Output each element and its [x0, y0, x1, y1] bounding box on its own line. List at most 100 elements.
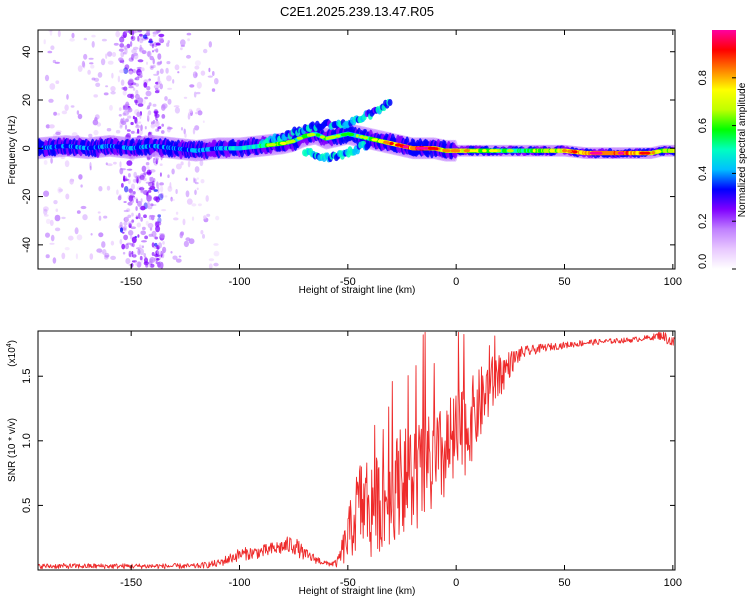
spectrogram-speckle [65, 193, 70, 200]
spectrogram-speckle [91, 77, 96, 81]
snr-x-tick-label: -50 [340, 577, 356, 589]
spectrogram-speckle [131, 54, 135, 58]
spectrogram-peak [562, 149, 568, 153]
spectrogram-speckle [137, 35, 140, 42]
spectrogram-speckle [123, 201, 127, 203]
spectrogram-speckle [175, 189, 178, 194]
spectrogram-peak [315, 133, 321, 137]
spectrogram-y-ticks: -40 -20 0 20 40 [21, 46, 675, 253]
spectrogram-speckle [110, 255, 116, 260]
spectrogram-speckle [161, 130, 165, 134]
spectrogram-speckle [69, 38, 75, 42]
spectrogram-speckle [124, 47, 128, 55]
spectrogram-peak [386, 141, 390, 145]
spectrogram-speckle [156, 258, 160, 261]
spectrogram-speckle [105, 85, 109, 88]
spectrogram-speckle [167, 87, 173, 90]
spectrogram-speckle [194, 189, 197, 196]
spectrogram-speckle [151, 242, 155, 248]
snr-x-tick-label: 50 [558, 577, 570, 589]
spectrogram-speckle [202, 234, 205, 239]
spectrogram-speckle [159, 182, 164, 186]
spectrogram-peak [279, 141, 287, 145]
spectrogram-speckle [135, 83, 140, 87]
spectrogram-y-tick-label: -20 [21, 189, 33, 205]
snr-y-tick-label: 1.5 [21, 369, 33, 384]
spectrogram-speckle [127, 214, 132, 218]
spectrogram-speckle [128, 85, 134, 89]
spectrogram-speckle [110, 91, 116, 95]
spectrogram-speckle [125, 30, 129, 33]
spectrogram-speckle [195, 91, 201, 95]
spectrogram-speckle [82, 214, 88, 221]
spectrogram-peak [589, 151, 596, 155]
spectrogram-speckle [153, 73, 159, 76]
spectrogram-speckle [110, 86, 116, 92]
spectrogram-x-tick-label: -100 [228, 276, 250, 288]
spectrogram-speckle [167, 174, 170, 178]
spectrogram-speckle [50, 234, 55, 242]
snr-x-tick-label: -100 [228, 577, 250, 589]
spectrogram-speckle [208, 67, 211, 73]
spectrogram-peak [427, 146, 435, 150]
spectrogram-speckle [148, 263, 151, 268]
spectrogram-speckle [196, 81, 202, 89]
spectrogram-speckle [157, 217, 162, 224]
spectrogram-speckle [119, 227, 124, 233]
spectrogram-speckle [174, 64, 180, 71]
spectrogram-speckle [157, 186, 160, 194]
spectrogram-speckle [55, 131, 61, 136]
spectrogram-peak [319, 135, 325, 139]
spectrogram-speckle [122, 51, 126, 55]
spectrogram-speckle [128, 195, 133, 202]
spectrogram-speckle [128, 250, 132, 258]
spectrogram-speckle [129, 191, 136, 196]
spectrogram-speckle [148, 233, 154, 237]
spectrogram-speckle [157, 261, 163, 269]
spectrogram-speckle [157, 126, 162, 130]
spectrogram-speckle [55, 80, 60, 84]
spectrogram-speckle [145, 220, 149, 226]
spectrogram-speckle [146, 61, 148, 65]
spectrogram-speckle [122, 31, 128, 38]
spectrogram-x-tick-label: -150 [120, 276, 142, 288]
spectrogram-speckle [147, 110, 152, 116]
spectrogram-peak [290, 139, 294, 143]
spectrogram-speckle [211, 88, 216, 92]
spectrogram-speckle [135, 99, 138, 106]
spectrogram-speckle [140, 198, 143, 203]
spectrogram-speckle [141, 165, 147, 172]
spectrogram-peak [394, 143, 402, 147]
spectrogram-speckle [184, 133, 187, 138]
spectrogram-speckle [192, 72, 196, 74]
spectrogram-peak [415, 146, 421, 150]
spectrogram-speckle [119, 239, 123, 245]
spectrogram-speckle [194, 65, 200, 70]
spectrogram-speckle [152, 50, 154, 53]
spectrogram-speckle [119, 167, 124, 175]
spectrogram-speckle [121, 58, 125, 65]
spectrogram-speckle [135, 89, 139, 96]
spectrogram-speckle [128, 78, 134, 84]
spectrogram-peak [488, 149, 495, 153]
spectrogram-speckle [50, 45, 55, 50]
spectrogram-speckle [161, 123, 164, 127]
spectrogram-speckle [196, 187, 199, 191]
spectrogram-speckle [134, 260, 139, 266]
snr-panel: -150 -100 -50 0 50 100 0.5 1.0 1.5 Height of st… [6, 330, 682, 597]
spectrogram-speckle [152, 58, 155, 65]
spectrogram-speckle [148, 102, 152, 107]
spectrogram-speckle [143, 214, 147, 218]
spectrogram-speckle [144, 126, 147, 130]
spectrogram-speckle [119, 125, 123, 129]
spectrogram-speckle [135, 124, 141, 129]
spectrogram-speckle [144, 96, 149, 100]
spectrogram-peak [327, 136, 332, 140]
spectrogram-speckle [129, 41, 133, 47]
spectrogram-speckle [80, 205, 87, 210]
spectrogram-speckle [43, 190, 50, 197]
spectrogram-speckle [131, 30, 135, 36]
spectrogram-speckle [186, 32, 192, 36]
spectrogram-speckle [96, 248, 103, 253]
spectrogram-speckle [52, 59, 57, 64]
